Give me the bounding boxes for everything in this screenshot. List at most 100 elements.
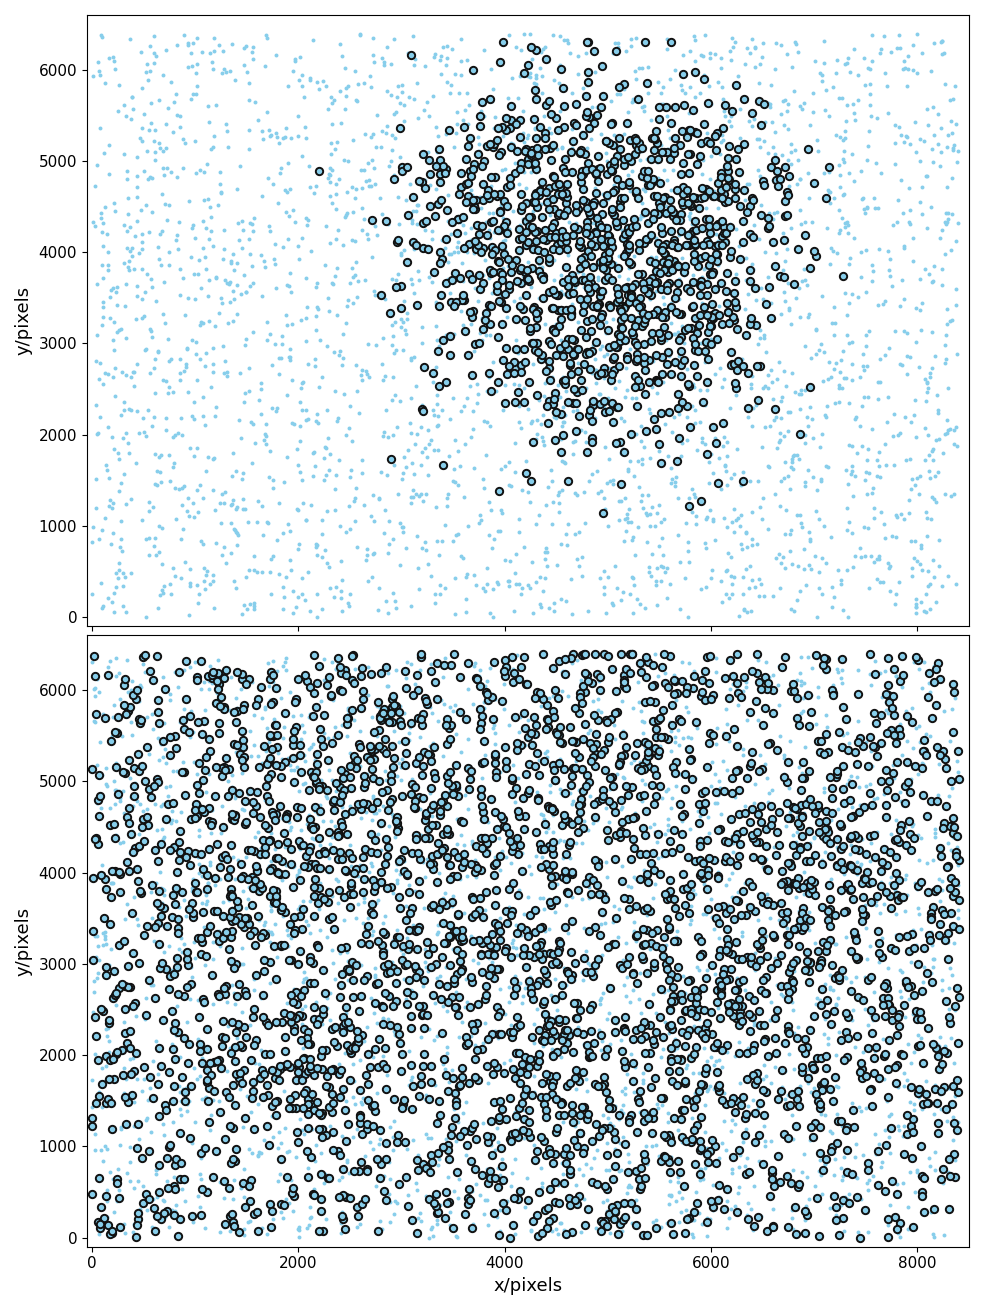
Point — [176, 934, 192, 955]
Point — [276, 523, 291, 544]
Point — [519, 924, 534, 945]
Point — [234, 1038, 250, 1058]
Point — [431, 1148, 447, 1169]
Point — [771, 834, 787, 855]
Point — [215, 905, 231, 926]
Point — [601, 225, 617, 246]
Point — [556, 1144, 572, 1165]
Point — [545, 1170, 561, 1191]
Point — [738, 671, 754, 692]
Point — [545, 701, 561, 722]
Point — [180, 840, 196, 861]
Point — [150, 341, 165, 362]
Point — [476, 478, 492, 499]
Point — [338, 859, 353, 880]
Point — [320, 861, 336, 882]
Point — [705, 1196, 720, 1217]
Point — [525, 333, 541, 354]
Point — [818, 941, 833, 962]
Point — [502, 275, 518, 296]
Point — [584, 747, 600, 768]
Point — [94, 596, 110, 617]
Point — [529, 220, 545, 241]
Point — [805, 879, 821, 900]
Point — [889, 1055, 904, 1076]
Point — [927, 879, 943, 900]
Point — [878, 1006, 893, 1027]
Point — [662, 998, 678, 1019]
Point — [99, 1191, 115, 1212]
Point — [541, 390, 557, 411]
Point — [442, 824, 458, 845]
Point — [542, 782, 558, 803]
Point — [481, 524, 497, 545]
Point — [285, 747, 301, 768]
Point — [211, 1090, 226, 1111]
Point — [535, 138, 551, 159]
Point — [890, 424, 905, 445]
Point — [215, 63, 230, 84]
Point — [720, 935, 736, 956]
Point — [212, 161, 227, 182]
Point — [824, 1138, 839, 1159]
Point — [306, 905, 322, 926]
Point — [545, 854, 561, 875]
Point — [926, 656, 942, 677]
Point — [274, 899, 289, 920]
Point — [188, 793, 204, 814]
Point — [474, 92, 490, 113]
Point — [668, 689, 684, 710]
Point — [335, 600, 350, 621]
Point — [93, 865, 109, 886]
Point — [100, 259, 116, 280]
Point — [625, 980, 641, 1001]
Point — [512, 806, 527, 827]
Point — [428, 43, 444, 64]
Point — [360, 658, 376, 679]
Point — [504, 97, 520, 118]
Point — [870, 921, 886, 942]
Point — [241, 381, 257, 402]
Point — [864, 419, 880, 440]
Point — [628, 895, 644, 916]
Point — [947, 1144, 962, 1165]
Point — [641, 174, 656, 195]
Point — [185, 55, 201, 76]
Point — [218, 365, 234, 386]
Point — [383, 1212, 399, 1233]
Point — [513, 362, 528, 383]
Point — [950, 977, 965, 998]
Point — [562, 355, 578, 376]
Point — [605, 348, 621, 369]
Point — [337, 58, 352, 79]
Point — [607, 702, 623, 723]
Point — [687, 244, 703, 265]
Point — [528, 88, 544, 109]
Point — [560, 922, 576, 943]
Point — [674, 1187, 690, 1208]
Point — [195, 994, 211, 1015]
Point — [458, 223, 473, 244]
Point — [615, 582, 631, 603]
Point — [513, 917, 528, 938]
Point — [125, 1047, 141, 1068]
Point — [363, 76, 379, 97]
Point — [663, 1048, 679, 1069]
Point — [224, 1188, 240, 1209]
Point — [547, 1041, 563, 1062]
Point — [527, 127, 543, 148]
Point — [622, 181, 638, 202]
Point — [780, 185, 796, 206]
Point — [583, 1157, 598, 1178]
Point — [620, 1064, 636, 1085]
Point — [305, 819, 321, 840]
Point — [299, 1218, 315, 1239]
Point — [625, 529, 641, 550]
Point — [757, 131, 772, 152]
Point — [345, 886, 361, 907]
Point — [258, 434, 274, 455]
Point — [823, 979, 838, 1000]
Point — [298, 410, 314, 431]
Point — [931, 652, 947, 673]
Point — [292, 431, 308, 452]
